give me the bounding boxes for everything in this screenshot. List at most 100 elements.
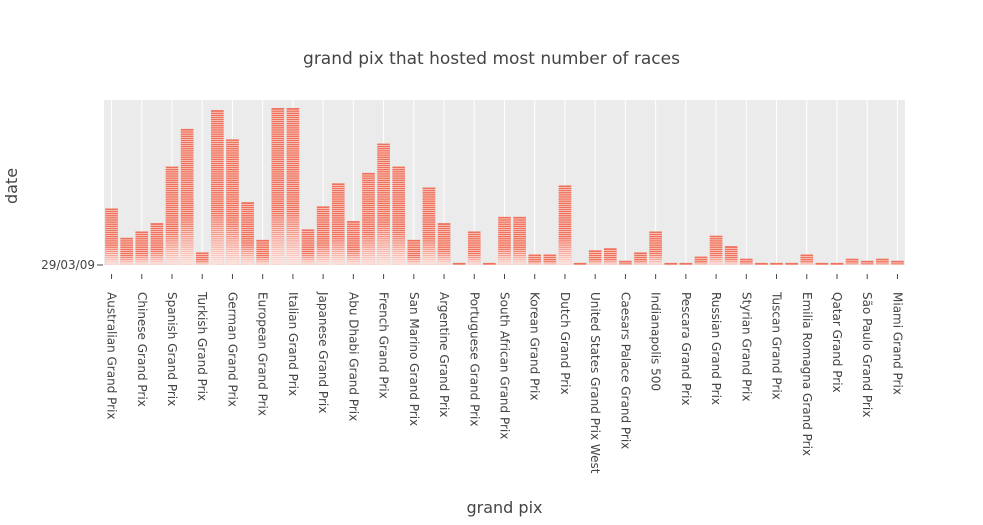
bar-fade (165, 166, 179, 265)
bar[interactable] (603, 248, 617, 265)
x-tick-label: Spanish Grand Prix (165, 292, 179, 406)
bar-fade (241, 202, 254, 265)
bar[interactable] (150, 223, 164, 265)
x-tick-label: Argentine Grand Prix (437, 292, 451, 417)
bar[interactable] (770, 262, 783, 265)
bar[interactable] (785, 262, 798, 265)
bar-fade (755, 262, 768, 265)
bar-fade (724, 246, 738, 265)
bar[interactable] (649, 231, 662, 265)
bar[interactable] (195, 252, 209, 265)
bar[interactable] (724, 246, 738, 265)
bar-fade (876, 258, 889, 265)
bar-fade (664, 262, 678, 265)
bar[interactable] (392, 166, 406, 265)
bar[interactable] (467, 231, 481, 265)
bar[interactable] (301, 229, 315, 265)
bar[interactable] (120, 237, 133, 265)
bar[interactable] (316, 206, 330, 265)
bar-fade (770, 262, 783, 265)
bar-fade (800, 254, 814, 265)
bar[interactable] (271, 108, 285, 265)
bar[interactable] (528, 254, 542, 265)
bar-fade (271, 108, 285, 265)
bar-fade (785, 262, 798, 265)
bar[interactable] (377, 143, 390, 265)
bar[interactable] (135, 231, 149, 265)
chart-title: grand pix that hosted most number of rac… (303, 49, 680, 69)
bar-fade (483, 262, 496, 265)
x-tick-label: São Paulo Grand Prix (860, 292, 874, 417)
x-tick-label: French Grand Prix (377, 292, 391, 399)
x-tick-labels: Australian Grand Prix Chinese Grand Prix S… (105, 274, 904, 474)
bar-fade (815, 262, 829, 265)
bar[interactable] (876, 258, 889, 265)
bar[interactable] (740, 258, 753, 265)
bar[interactable] (211, 110, 224, 266)
x-tick-label: German Grand Prix (225, 292, 239, 407)
bar[interactable] (513, 216, 526, 265)
x-tick-label: Turkish Grand Prix (195, 291, 209, 401)
bar[interactable] (558, 185, 572, 265)
bar-fade (150, 223, 164, 265)
bar[interactable] (588, 250, 602, 265)
bars (105, 108, 904, 266)
x-tick-label: Chinese Grand Prix (135, 292, 149, 407)
x-tick-label: United States Grand Prix West (588, 292, 602, 474)
x-tick-label: Dutch Grand Prix (558, 292, 572, 395)
bar-fade (498, 216, 511, 265)
bar[interactable] (664, 262, 678, 265)
bar-fade (649, 231, 662, 265)
bar[interactable] (256, 239, 269, 265)
bar-fade (347, 221, 360, 265)
bar-fade (105, 208, 118, 265)
bar[interactable] (845, 258, 859, 265)
x-tick-label: Tuscan Grand Prix (770, 291, 784, 400)
bar[interactable] (241, 202, 254, 265)
bar[interactable] (694, 256, 708, 265)
bar[interactable] (679, 262, 693, 265)
bar[interactable] (331, 183, 345, 265)
x-tick-label: Australian Grand Prix (105, 292, 119, 420)
bar[interactable] (180, 128, 194, 265)
bar[interactable] (573, 262, 587, 265)
bar[interactable] (483, 262, 496, 265)
bar-fade (377, 143, 390, 265)
bar-fade (180, 128, 194, 265)
bar-fade (437, 223, 451, 265)
bar[interactable] (362, 172, 375, 265)
bar-fade (634, 252, 647, 265)
bar[interactable] (800, 254, 814, 265)
bar[interactable] (891, 260, 904, 265)
bar-fade (407, 239, 421, 265)
bar-fade (362, 172, 375, 265)
bar[interactable] (407, 239, 421, 265)
bar[interactable] (860, 260, 874, 265)
bar-fade (286, 108, 300, 265)
x-tick-label: Qatar Grand Prix (830, 292, 844, 393)
bar[interactable] (286, 108, 300, 265)
bar[interactable] (498, 216, 511, 265)
bar[interactable] (422, 187, 436, 265)
bar[interactable] (755, 262, 768, 265)
bar[interactable] (105, 208, 118, 265)
bar-fade (195, 252, 209, 265)
x-tick-label: South African Grand Prix (498, 292, 512, 439)
bar-fade (331, 183, 345, 265)
bar[interactable] (452, 262, 466, 265)
x-tick-label: Japanese Grand Prix (316, 291, 330, 413)
bar-fade (891, 260, 904, 265)
bar-fade (392, 166, 406, 265)
bar[interactable] (709, 235, 723, 265)
bar[interactable] (619, 260, 632, 265)
bar-fade (301, 229, 315, 265)
bar[interactable] (543, 254, 557, 265)
bar[interactable] (226, 139, 239, 265)
bar[interactable] (165, 166, 179, 265)
bar[interactable] (830, 262, 844, 265)
bar[interactable] (347, 221, 360, 265)
bar[interactable] (634, 252, 647, 265)
bar[interactable] (815, 262, 829, 265)
bar-fade (120, 237, 133, 265)
bar[interactable] (437, 223, 451, 265)
